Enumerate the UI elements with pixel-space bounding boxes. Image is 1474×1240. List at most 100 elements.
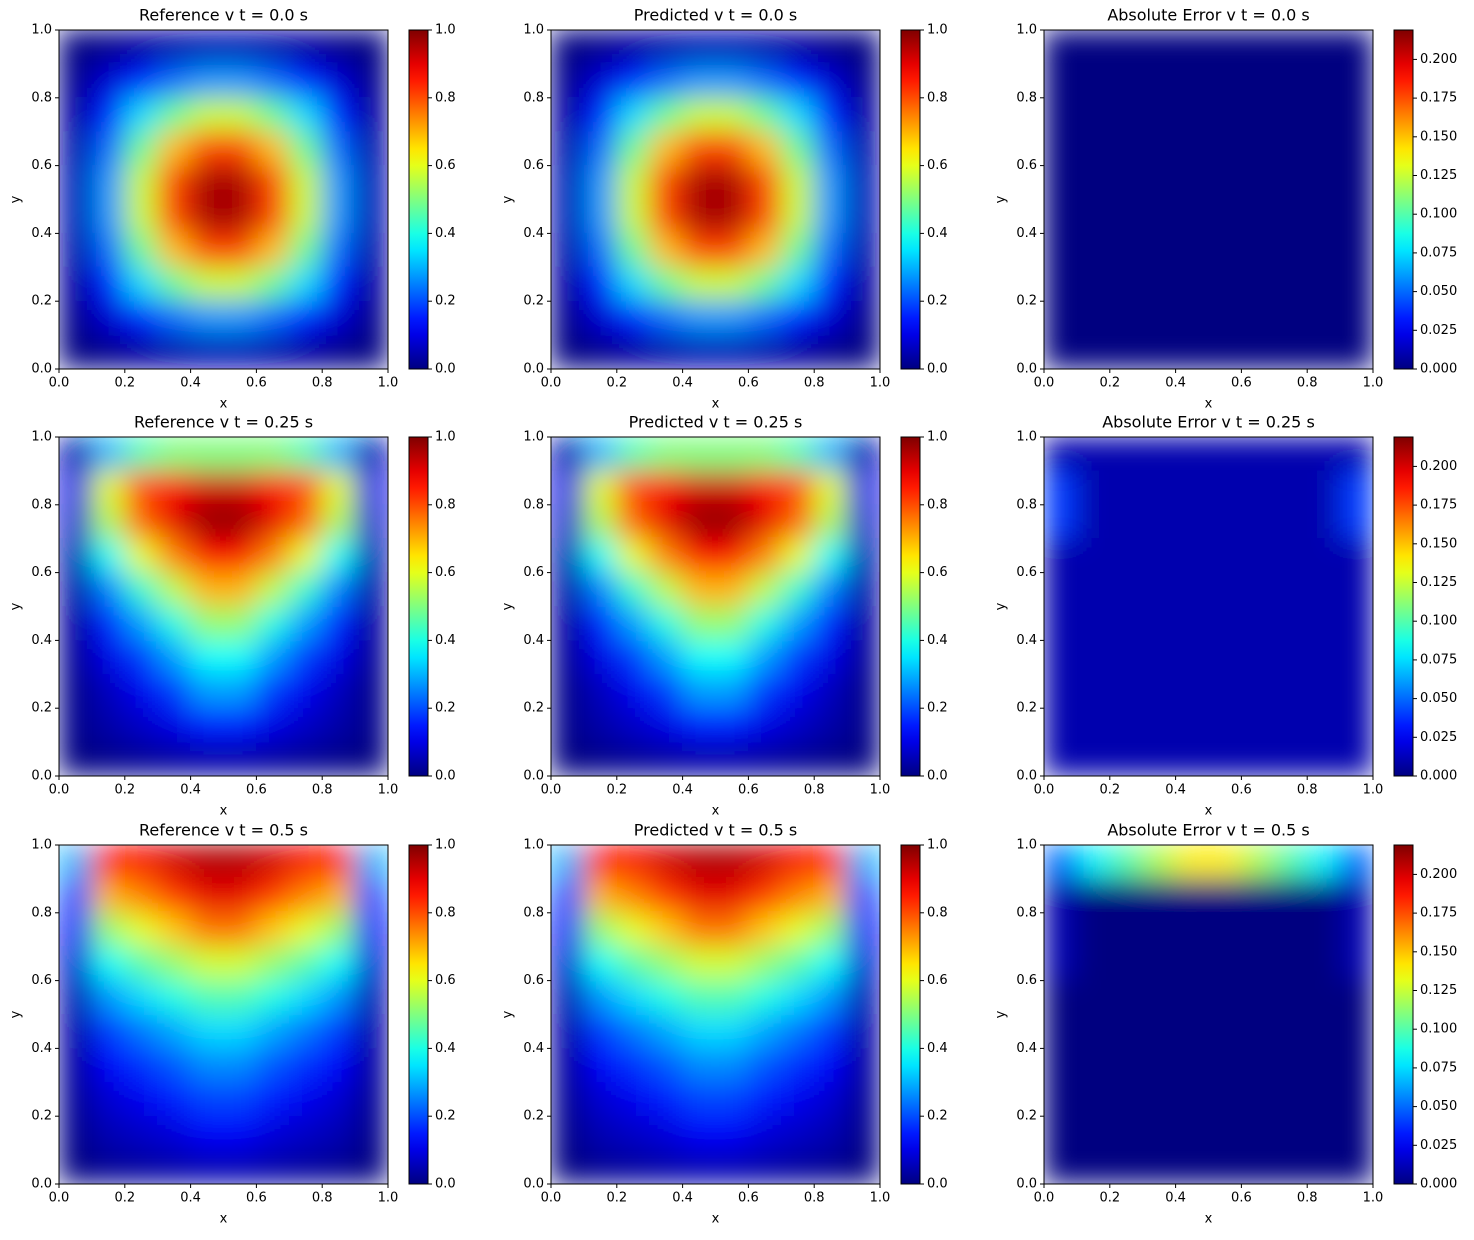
heatmap-cell bbox=[813, 673, 848, 709]
x-tick-label: 0.4 bbox=[672, 783, 693, 798]
heatmap-cell bbox=[354, 1115, 388, 1151]
heatmap-cell bbox=[813, 437, 848, 472]
colorbar-tick-label: 0.0 bbox=[435, 1177, 456, 1192]
heatmap-cell bbox=[682, 912, 716, 948]
heatmap-cell bbox=[1306, 504, 1341, 540]
heatmap-cell bbox=[1306, 232, 1341, 268]
heatmap-cell bbox=[1076, 1047, 1111, 1083]
heatmap-cell bbox=[1076, 437, 1111, 472]
x-tick-label: 0.6 bbox=[738, 1191, 759, 1206]
y-tick-label: 0.8 bbox=[31, 497, 52, 512]
heatmap-cell bbox=[157, 912, 192, 948]
colorbar-tick-label: 0.000 bbox=[1420, 362, 1457, 377]
heatmap-cell bbox=[1273, 673, 1308, 709]
heatmap-cell bbox=[190, 980, 224, 1015]
heatmap-cell bbox=[91, 334, 126, 369]
heatmap-cell bbox=[813, 97, 848, 133]
heatmap-cell bbox=[59, 878, 93, 914]
colorbar-tick-label: 0.025 bbox=[1420, 1138, 1457, 1153]
heatmap-cell bbox=[715, 538, 749, 574]
y-tick-label: 0.8 bbox=[1016, 497, 1037, 512]
heatmap-cell bbox=[780, 878, 815, 914]
heatmap-cell bbox=[813, 572, 848, 607]
heatmap-cell bbox=[583, 673, 618, 709]
heatmap-cell bbox=[780, 63, 815, 99]
heatmap-cell bbox=[747, 572, 782, 607]
heatmap-cell bbox=[649, 232, 684, 268]
heatmap-cell bbox=[1175, 1014, 1209, 1049]
heatmap-cell bbox=[649, 980, 684, 1015]
heatmap-cell bbox=[91, 437, 126, 472]
heatmap-cell bbox=[1142, 63, 1177, 99]
heatmap-cell bbox=[354, 845, 388, 880]
x-tick-label: 0.2 bbox=[114, 376, 135, 391]
heatmap-cell bbox=[682, 1149, 716, 1184]
heatmap-cell bbox=[157, 845, 192, 880]
colorbar-tick-label: 0.4 bbox=[435, 1041, 456, 1056]
heatmap-cell bbox=[59, 1014, 93, 1049]
heatmap-cell bbox=[649, 63, 684, 99]
heatmap-cell bbox=[1142, 97, 1177, 133]
heatmap-cell bbox=[1339, 639, 1373, 675]
heatmap-cell bbox=[616, 878, 651, 914]
heatmap-cell bbox=[91, 30, 126, 65]
heatmap-cell bbox=[715, 199, 749, 234]
heatmap-cell bbox=[1208, 1081, 1242, 1117]
colorbar-tick-label: 0.2 bbox=[927, 294, 948, 309]
heatmap-cell bbox=[682, 131, 716, 167]
heatmap-cell bbox=[616, 572, 651, 607]
heatmap-cell bbox=[124, 673, 159, 709]
heatmap-cell bbox=[583, 639, 618, 675]
heatmap-cell bbox=[124, 199, 159, 234]
heatmap-cell bbox=[124, 912, 159, 948]
heatmap-cell bbox=[1076, 606, 1111, 641]
heatmap-cell bbox=[1109, 266, 1144, 302]
heatmap-cell bbox=[649, 334, 684, 369]
heatmap-cell bbox=[190, 199, 224, 234]
heatmap-cell bbox=[255, 165, 290, 200]
heatmap-cell bbox=[124, 63, 159, 99]
heatmap-cell bbox=[190, 232, 224, 268]
heatmap-cell bbox=[649, 1149, 684, 1184]
heatmap-cell bbox=[1240, 572, 1275, 607]
heatmap-cell bbox=[1306, 673, 1341, 709]
heatmap-cell bbox=[157, 606, 192, 641]
heatmap-cell bbox=[157, 673, 192, 709]
heatmap-cell bbox=[715, 97, 749, 133]
heatmap-cell bbox=[223, 232, 257, 268]
heatmap-cell bbox=[649, 199, 684, 234]
heatmap-cell bbox=[1142, 878, 1177, 914]
x-axis-label: x bbox=[220, 1212, 228, 1227]
heatmap-cell bbox=[288, 504, 323, 540]
heatmap-cell bbox=[1175, 437, 1209, 472]
heatmap-cell bbox=[91, 266, 126, 302]
heatmap-cell bbox=[551, 639, 585, 675]
heatmap-cell bbox=[1208, 1014, 1242, 1049]
heatmap-cell bbox=[190, 30, 224, 65]
heatmap-cell bbox=[354, 707, 388, 743]
heatmap-cell bbox=[846, 673, 880, 709]
heatmap-cell bbox=[682, 572, 716, 607]
heatmap-cell bbox=[551, 232, 585, 268]
heatmap-cell bbox=[813, 334, 848, 369]
heatmap-cell bbox=[1273, 63, 1308, 99]
heatmap-cell bbox=[1109, 470, 1144, 506]
heatmap-cell bbox=[682, 1014, 716, 1049]
colorbar-tick-label: 0.4 bbox=[435, 226, 456, 241]
heatmap-cell bbox=[1306, 334, 1341, 369]
heatmap-cell bbox=[91, 673, 126, 709]
y-tick-label: 0.4 bbox=[1016, 1041, 1037, 1056]
heatmap-cell bbox=[124, 606, 159, 641]
heatmap-cell bbox=[846, 741, 880, 776]
y-tick-label: 1.0 bbox=[1016, 430, 1037, 445]
heatmap-cell bbox=[1142, 606, 1177, 641]
heatmap-cell bbox=[1076, 199, 1111, 234]
heatmap-cell bbox=[124, 266, 159, 302]
heatmap-cell bbox=[190, 946, 224, 982]
x-tick-label: 0.8 bbox=[804, 1191, 825, 1206]
colorbar-tick-label: 0.2 bbox=[435, 701, 456, 716]
colorbar bbox=[900, 29, 921, 370]
heatmap-cell bbox=[1339, 63, 1373, 99]
heatmap-cell bbox=[551, 1081, 585, 1117]
heatmap-cell bbox=[846, 334, 880, 369]
